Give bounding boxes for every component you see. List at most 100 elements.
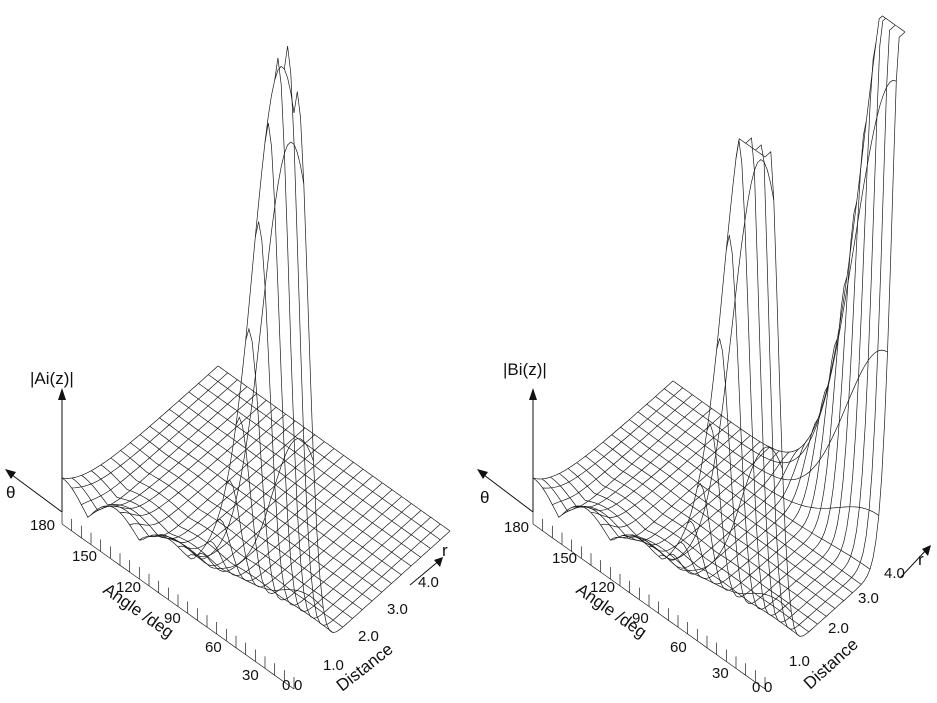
mesh-line-distance [611, 434, 845, 601]
theta-axis-line [479, 471, 534, 513]
mesh-line-distance [198, 383, 431, 549]
angle-tick: 120 [590, 579, 615, 596]
angle-tick: 180 [30, 517, 55, 534]
mesh-line-distance [655, 349, 888, 481]
angle-tick: 120 [116, 579, 141, 596]
distance-tick: 4.0 [418, 574, 439, 591]
angle-tick: 0 [752, 679, 760, 696]
mesh-skirt-edge [61, 523, 295, 690]
mesh-line-angle [532, 380, 674, 480]
r-axis-arrow-icon [922, 545, 931, 556]
mesh-line-distance [149, 426, 382, 593]
angle-ticks: 180 150 120 90 60 30 0 [504, 519, 760, 696]
mesh-line-angle [254, 221, 412, 606]
mesh-line-angle [293, 91, 451, 633]
mesh-line-distance [188, 391, 422, 558]
angle-tick: 60 [205, 639, 222, 656]
panel-bi: |Bi(z)| θ r 180 150 120 90 60 30 0 Angle… [477, 15, 931, 696]
mesh-line-distance [110, 457, 344, 628]
mesh-line-distance [550, 446, 783, 571]
mesh-line-distance [559, 473, 792, 613]
mesh-line-distance [100, 464, 334, 633]
r-axis-line [409, 559, 441, 586]
mesh-line-distance [532, 138, 766, 560]
mesh-line-distance [71, 141, 305, 560]
mesh-line-angle [61, 365, 219, 479]
mesh-line-distance [629, 419, 862, 585]
mesh-skirt-edge [532, 523, 766, 690]
distance-tick: 3.0 [387, 601, 408, 618]
mesh-line-distance [61, 65, 295, 560]
mesh-line-distance [576, 462, 810, 633]
theta-axis-arrow-icon [477, 469, 488, 479]
mesh-line-angle [139, 420, 296, 541]
distance-tick: 4.0 [884, 565, 905, 582]
mesh-line-distance [139, 434, 373, 602]
ylabel-bi: |Bi(z)| [503, 360, 547, 379]
mesh-line-distance [567, 468, 801, 637]
ylabel-ai: |Ai(z)| [30, 369, 74, 388]
theta-label: θ [480, 488, 489, 507]
distance-tick: 3.0 [858, 590, 879, 607]
mesh-line-distance [585, 455, 818, 625]
mesh-line-angle [187, 455, 344, 567]
distance-tick: 1.0 [789, 653, 810, 670]
r-label: r [918, 550, 924, 569]
mesh-line-angle [100, 393, 257, 508]
distance-ticks: 0 1.0 2.0 3.0 4.0 [764, 565, 905, 696]
theta-label: θ [6, 483, 15, 502]
mesh-line-distance [169, 409, 402, 575]
panel-ai: |Ai(z)| θ r 180 150 120 90 60 30 0 Angle… [5, 45, 451, 695]
r-axis-line [899, 547, 929, 579]
mesh-line-angle [639, 450, 780, 552]
mesh-line-distance [672, 15, 906, 453]
mesh-line-distance [130, 442, 363, 610]
mesh-line-distance [637, 411, 871, 570]
mesh-line-angle [81, 379, 238, 506]
mesh-line-distance [541, 159, 775, 561]
mesh-line-angle [206, 468, 364, 576]
z-axis-arrow-icon [529, 388, 537, 400]
r-label: r [442, 541, 448, 560]
mesh-line-distance [159, 417, 392, 584]
r-axis-arrow-icon [434, 557, 443, 567]
distance-tick: 1.0 [323, 657, 344, 674]
surface-mesh-bi [532, 15, 906, 690]
mesh-line-distance [120, 450, 353, 619]
mesh-line-distance [602, 441, 836, 609]
mesh-line-distance [646, 403, 879, 516]
mesh-line-distance [620, 426, 853, 594]
distance-ticks: 0 1.0 2.0 3.0 4.0 [294, 574, 439, 694]
angle-tick: 0 [282, 677, 290, 694]
angle-tick: 90 [164, 610, 181, 627]
mesh-line-distance [594, 449, 827, 617]
theta-axis-arrow-icon [5, 469, 16, 479]
mesh-line-distance [178, 400, 412, 567]
mesh-line-distance [217, 365, 451, 532]
distance-tick: 0 [764, 679, 772, 696]
mesh-line-angle [264, 122, 422, 612]
angle-tick: 150 [552, 550, 577, 567]
angle-tick: 30 [712, 665, 729, 682]
mesh-line-angle [274, 57, 431, 619]
z-axis-arrow-icon [58, 388, 66, 400]
angle-tick: 180 [504, 519, 529, 536]
angle-tick: 90 [632, 610, 649, 627]
surface-mesh-ai [61, 45, 451, 690]
angle-tick: 60 [670, 639, 687, 656]
angle-ticks: 180 150 120 90 60 30 0 [30, 517, 290, 694]
mesh-line-distance [81, 438, 314, 569]
mesh-line-distance [91, 470, 324, 609]
distance-tick: 0 [294, 677, 302, 694]
angle-tick: 150 [72, 548, 97, 565]
theta-axis-line [7, 471, 63, 513]
mesh-line-angle [226, 479, 383, 588]
distance-tick: 2.0 [358, 628, 379, 645]
mesh-line-angle [129, 413, 286, 526]
angle-tick: 30 [242, 667, 259, 684]
mesh-line-distance [664, 79, 897, 464]
distance-tick: 2.0 [828, 620, 849, 637]
mesh-line-distance [208, 374, 441, 541]
